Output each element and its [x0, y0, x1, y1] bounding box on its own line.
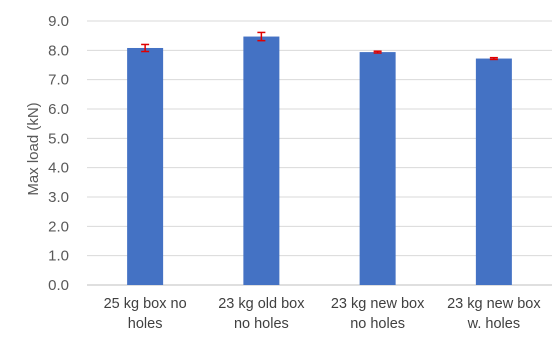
x-tick-label-line: no holes	[234, 316, 289, 332]
x-tick-label-line: w. holes	[467, 316, 520, 332]
y-tick-label: 8.0	[48, 42, 69, 59]
y-tick-label: 3.0	[48, 189, 69, 206]
bar	[359, 52, 396, 285]
bar	[243, 36, 280, 286]
bar	[475, 58, 512, 286]
x-tick-label: 23 kg old box no holes	[218, 296, 305, 332]
error-bars	[141, 31, 498, 61]
x-tick-label: 25 kg box no holes	[104, 296, 187, 332]
x-tick-label-line: 25 kg box no	[104, 296, 187, 312]
x-tick-label-line: 23 kg old box	[218, 296, 305, 312]
x-tick-label-line: no holes	[350, 316, 405, 332]
bars	[127, 36, 512, 286]
y-tick-label: 2.0	[48, 218, 69, 235]
x-tick-label: 23 kg new box w. holes	[447, 296, 541, 332]
y-tick-label: 9.0	[48, 13, 69, 30]
y-tick-label: 6.0	[48, 101, 69, 118]
y-tick-label: 5.0	[48, 130, 69, 147]
gridlines	[87, 20, 552, 286]
y-tick-label: 4.0	[48, 160, 69, 177]
y-tick-label: 1.0	[48, 248, 69, 265]
x-tick-label-line: 23 kg new box	[447, 296, 541, 312]
y-tick-label: 7.0	[48, 72, 69, 89]
x-tick-label-line: holes	[128, 316, 163, 332]
y-axis-title: Max load (kN)	[25, 102, 42, 195]
x-tick-label-line: 23 kg new box	[331, 296, 425, 312]
bar	[127, 47, 164, 286]
y-tick-label: 0.0	[48, 277, 69, 294]
x-tick-label: 23 kg new box no holes	[331, 296, 425, 332]
y-axis-ticks: 0.0 1.0 2.0 3.0 4.0 5.0 6.0 7.0 8.0 9.0	[48, 13, 69, 294]
